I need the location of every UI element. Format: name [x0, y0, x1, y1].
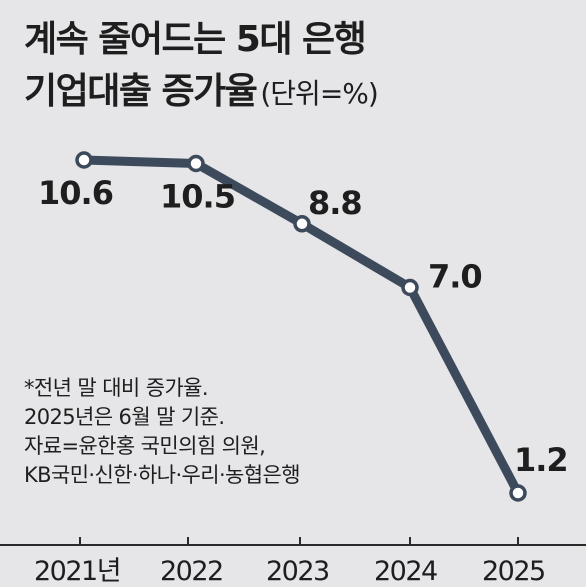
chart-title-main: 기업대출 증가율	[24, 71, 258, 112]
data-point	[401, 278, 419, 297]
data-point	[75, 151, 93, 169]
data-point	[293, 215, 311, 233]
data-point	[187, 154, 205, 173]
x-tick-label: 2025	[482, 556, 545, 587]
chart-title-line1: 계속 줄어드는 5대 은행	[24, 19, 367, 60]
footnote-line: *전년 말 대비 증가율.	[24, 376, 209, 400]
x-tick-label: 2021년	[34, 556, 120, 587]
data-label: 10.5	[160, 178, 235, 216]
data-point	[509, 484, 527, 502]
data-label: 7.0	[428, 258, 482, 296]
chart-title-line2: 기업대출 증가율 (단위=%)	[24, 71, 379, 112]
footnote-line: KB국민·신한·하나·우리·농협은행	[24, 463, 301, 487]
data-label: 8.8	[308, 184, 362, 222]
data-label-group: 10.6 10.5 8.8 7.0 1.2	[38, 174, 569, 479]
data-label: 1.2	[514, 441, 568, 479]
x-tick-label: 2022	[160, 556, 223, 587]
footnote: *전년 말 대비 증가율. 2025년은 6월 말 기준. 자료=윤한홍 국민의…	[24, 374, 301, 490]
footnote-line: 자료=윤한홍 국민의힘 의원,	[24, 434, 266, 458]
unit-label: (단위=%)	[260, 77, 378, 110]
x-tick-label: 2023	[266, 556, 329, 587]
footnote-line: 2025년은 6월 말 기준.	[24, 405, 225, 429]
x-tick-label: 2024	[374, 556, 437, 587]
x-axis: 2021년 2022 2023 2024 2025	[0, 537, 586, 587]
data-label: 10.6	[38, 174, 113, 212]
data-point-group	[75, 151, 527, 502]
